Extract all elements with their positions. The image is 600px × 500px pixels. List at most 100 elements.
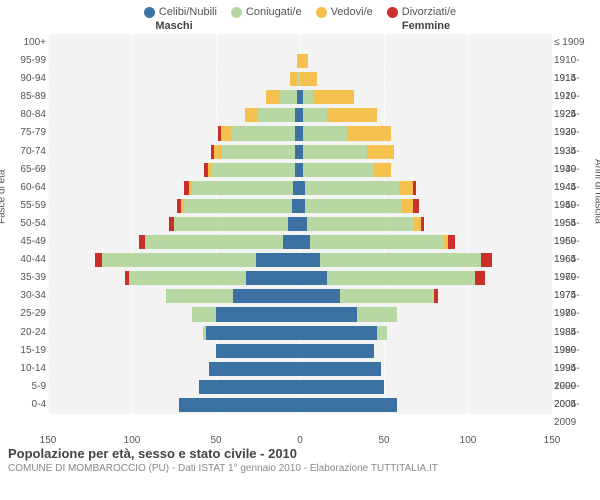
bar-row [48,289,552,303]
bar-female [300,235,552,249]
bar-row [48,72,552,86]
birth-label: 1980-1984 [554,305,594,323]
segment [300,235,310,249]
x-axis: 05050100100150150 [48,414,552,432]
segment [399,181,412,195]
bar-female [300,199,552,213]
segment [300,326,377,340]
segment [300,398,397,412]
header-female: Femmine [300,20,552,32]
bar-male [48,380,300,394]
segment [214,145,221,159]
segment [300,72,317,86]
bar-row [48,145,552,159]
birth-label: ≤ 1909 [554,34,594,52]
segment [327,108,377,122]
segment [290,72,297,86]
bar-female [300,72,552,86]
segment [367,145,394,159]
y-left-title: Fasce di età [0,170,8,224]
segment [300,307,357,321]
plot-headers: Maschi Femmine [0,20,600,34]
birth-label: 1935-1939 [554,143,594,161]
y-axis-age: 100+95-9990-9485-8980-8475-7970-7465-696… [4,34,48,414]
segment [300,54,308,68]
age-label: 10-14 [6,360,46,378]
bar-male [48,126,300,140]
age-label: 50-54 [6,215,46,233]
segment [303,90,313,104]
bar-male [48,199,300,213]
birth-label: 1930-1934 [554,124,594,142]
age-label: 45-49 [6,233,46,251]
bar-row [48,163,552,177]
bar-row [48,362,552,376]
bar-male [48,90,300,104]
bar-male [48,289,300,303]
bar-female [300,344,552,358]
legend-label: Celibi/Nubili [159,6,217,18]
bar-row [48,235,552,249]
x-tick-label: 150 [544,435,561,446]
segment [192,307,216,321]
y-axis-birth: ≤ 19091910-19141915-19191920-19241925-19… [552,34,596,414]
bar-row [48,199,552,213]
bar-male [48,72,300,86]
segment [256,253,300,267]
bar-row [48,90,552,104]
segment [327,271,475,285]
bar-row [48,181,552,195]
age-label: 40-44 [6,251,46,269]
birth-label: 1970-1974 [554,269,594,287]
segment [307,217,415,231]
birth-label: 1925-1929 [554,106,594,124]
segment [300,344,374,358]
legend-label: Coniugati/e [246,6,302,18]
age-label: 60-64 [6,179,46,197]
legend-item: Vedovi/e [316,6,373,18]
segment [209,362,300,376]
bar-male [48,362,300,376]
bar-female [300,126,552,140]
x-tick-label: 100 [460,435,477,446]
segment [145,235,283,249]
segment [102,253,257,267]
segment [357,307,397,321]
segment [216,344,300,358]
x-tick-label: 100 [124,435,141,446]
bar-row [48,271,552,285]
segment [481,253,491,267]
segment [300,271,327,285]
legend-item: Divorziati/e [387,6,456,18]
age-label: 100+ [6,34,46,52]
age-label: 85-89 [6,88,46,106]
bar-female [300,90,552,104]
x-tick-label: 150 [40,435,57,446]
birth-label: 1955-1959 [554,215,594,233]
segment [139,235,146,249]
bar-male [48,307,300,321]
segment [174,217,288,231]
age-label: 95-99 [6,52,46,70]
segment [320,253,481,267]
segment [475,271,485,285]
bar-female [300,108,552,122]
bar-male [48,54,300,68]
segment [266,90,279,104]
age-label: 35-39 [6,269,46,287]
segment [192,181,293,195]
bar-female [300,163,552,177]
legend-dot [231,7,242,18]
segment [300,380,384,394]
segment [421,217,424,231]
bar-row [48,36,552,50]
birth-label: 1990-1994 [554,342,594,360]
segment [374,163,391,177]
birth-label: 1960-1964 [554,233,594,251]
segment [166,289,233,303]
bar-male [48,36,300,50]
segment [184,199,292,213]
birth-label: 1940-1944 [554,161,594,179]
bar-row [48,344,552,358]
bar-male [48,253,300,267]
